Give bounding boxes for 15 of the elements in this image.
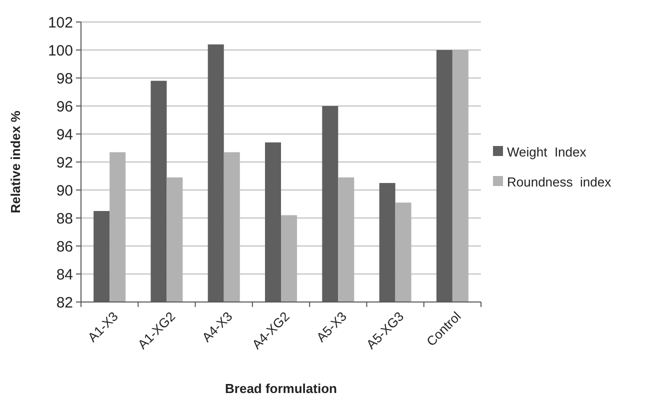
y-tick-label: 102 <box>48 14 73 32</box>
y-tick-label: 100 <box>48 42 73 60</box>
y-tick-label: 84 <box>56 266 73 284</box>
y-tick-label: 96 <box>56 98 73 116</box>
legend-label: Weight Index <box>507 144 587 160</box>
x-axis-title: Bread formulation <box>225 381 338 396</box>
y-tick-label: 92 <box>56 154 73 172</box>
y-tick-label: 82 <box>56 294 73 312</box>
y-tick-label: 86 <box>56 238 73 256</box>
y-tick-label: 90 <box>56 182 73 200</box>
y-tick-label: 88 <box>56 210 73 228</box>
y-tick-label: 94 <box>56 126 73 144</box>
y-axis-title: Relative index % <box>8 110 23 214</box>
legend-label: Roundness index <box>507 174 612 190</box>
y-tick-label: 98 <box>56 70 73 88</box>
